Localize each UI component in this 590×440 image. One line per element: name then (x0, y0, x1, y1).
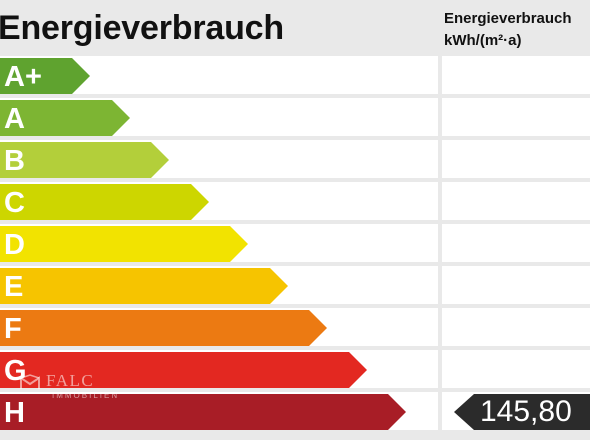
value-cell (442, 350, 590, 388)
energy-class-bar: A (0, 100, 130, 136)
consumption-column-header: Energieverbrauch kWh/(m²·a) (444, 8, 572, 52)
energy-class-label: B (4, 145, 25, 177)
energy-class-label: A (4, 103, 25, 135)
energy-class-bar: C (0, 184, 209, 220)
energy-class-label: F (4, 313, 22, 345)
class-arrow-shape (0, 142, 169, 178)
class-arrow-shape (0, 394, 406, 430)
energy-class-row: C (0, 182, 590, 220)
energy-class-row: D (0, 224, 590, 262)
class-arrow-shape (0, 100, 130, 136)
energy-class-bar: B (0, 142, 169, 178)
energy-class-bar: G (0, 352, 367, 388)
current-value-marker: 145,80 (454, 394, 590, 430)
column-header-line2: kWh/(m²·a) (444, 32, 522, 49)
class-arrow-shape (0, 58, 90, 94)
energy-class-row: A+ (0, 56, 590, 94)
falc-logo-icon (20, 374, 40, 389)
column-header-line1: Energieverbrauch (444, 10, 572, 27)
energy-class-label: H (4, 397, 25, 429)
value-cell (442, 182, 590, 220)
energy-class-label: E (4, 271, 24, 303)
energy-class-row: H 145,80 (0, 392, 590, 430)
energy-class-bar: F (0, 310, 327, 346)
energy-class-label: C (4, 187, 25, 219)
value-cell (442, 308, 590, 346)
energy-class-label: D (4, 229, 25, 261)
energy-class-bar: H (0, 394, 406, 430)
watermark-subtitle: IMMOBILIEN (52, 391, 120, 400)
energy-class-bar: E (0, 268, 288, 304)
class-arrow-shape (0, 184, 209, 220)
energy-class-row: A (0, 98, 590, 136)
class-arrow-shape (0, 310, 327, 346)
value-cell (442, 224, 590, 262)
class-arrow-shape (0, 268, 288, 304)
energy-class-bar: A+ (0, 58, 90, 94)
value-cell (442, 56, 590, 94)
value-cell (442, 266, 590, 304)
page-title: Energieverbrauch (0, 9, 284, 47)
energy-class-row: F (0, 308, 590, 346)
value-cell (442, 98, 590, 136)
energy-class-bar: D (0, 226, 248, 262)
class-arrow-shape (0, 226, 248, 262)
energy-class-row: E (0, 266, 590, 304)
value-cell (442, 140, 590, 178)
watermark-name: FALC (46, 371, 95, 390)
energy-class-label: A+ (4, 61, 42, 93)
energy-class-row: B (0, 140, 590, 178)
energy-class-row: G (0, 350, 590, 388)
class-arrow-shape (0, 352, 367, 388)
current-value-text: 145,80 (480, 395, 572, 428)
